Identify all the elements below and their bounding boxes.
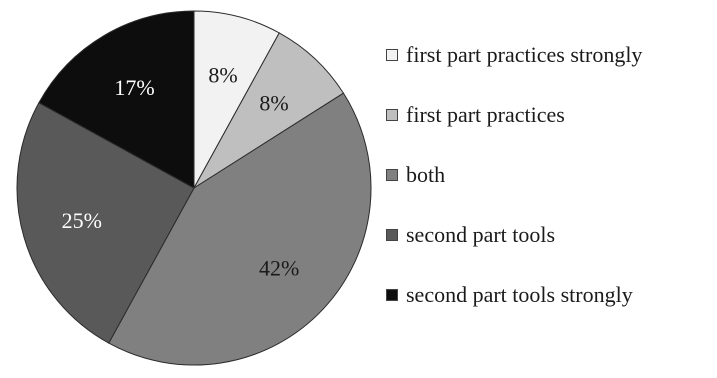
pie-slice: [193, 32, 345, 189]
legend: first part practices strongly first part…: [386, 40, 642, 340]
legend-label: first part practices: [406, 102, 565, 127]
slice-value-label: 42%: [259, 256, 299, 281]
legend-item: second part tools: [386, 220, 642, 250]
pie-slices: [16, 10, 372, 366]
legend-item: first part practices: [386, 100, 642, 130]
legend-label: both: [406, 162, 446, 187]
slice-value-label: 25%: [62, 208, 102, 233]
pie-slice: [38, 10, 195, 189]
pie-slice: [193, 10, 280, 189]
legend-swatch: [386, 229, 398, 241]
legend-label: second part tools strongly: [406, 282, 633, 307]
legend-item: both: [386, 160, 642, 190]
legend-swatch: [386, 289, 398, 301]
slice-value-label: 8%: [208, 62, 237, 87]
legend-item: first part practices strongly: [386, 40, 642, 70]
pie-slice: [108, 92, 372, 366]
legend-label: first part practices strongly: [406, 42, 643, 67]
slice-value-label: 8%: [259, 90, 288, 115]
pie-slice-labels: 8% 8% 42% 25% 17%: [62, 62, 300, 280]
legend-swatch: [386, 49, 398, 61]
legend-item: second part tools strongly: [386, 280, 642, 310]
legend-label: second part tools: [406, 222, 556, 247]
pie-slice: [16, 102, 195, 344]
legend-swatch: [386, 169, 398, 181]
legend-swatch: [386, 109, 398, 121]
slice-value-label: 17%: [114, 75, 154, 100]
